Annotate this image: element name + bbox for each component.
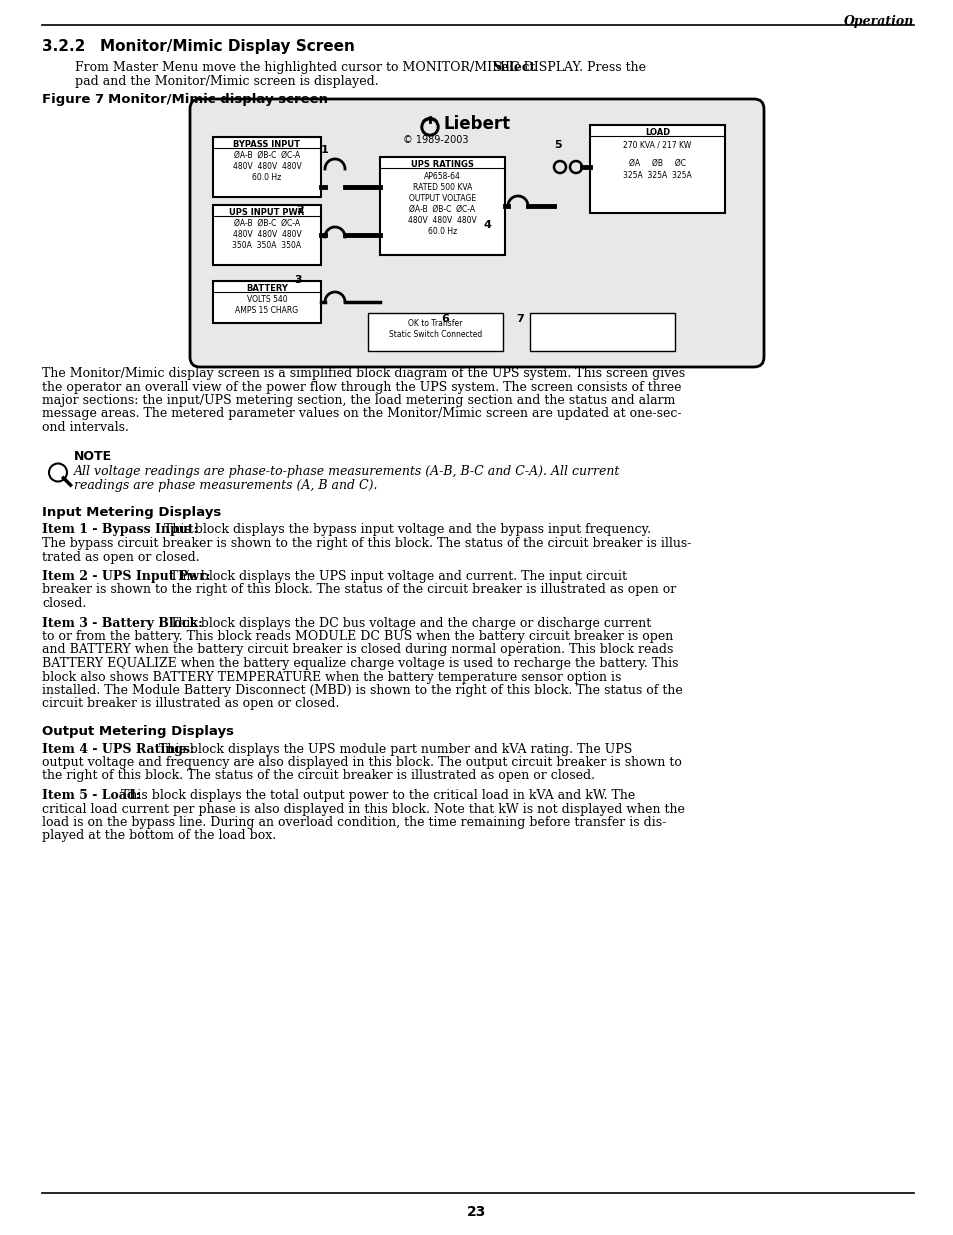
Text: 2: 2 xyxy=(295,205,304,215)
Text: message areas. The metered parameter values on the Monitor/Mimic screen are upda: message areas. The metered parameter val… xyxy=(42,408,680,420)
Text: Item 5 - Load:: Item 5 - Load: xyxy=(42,789,140,802)
Text: NOTE: NOTE xyxy=(74,451,112,463)
Text: pad and the Monitor/Mimic screen is displayed.: pad and the Monitor/Mimic screen is disp… xyxy=(75,74,378,88)
Text: Output Metering Displays: Output Metering Displays xyxy=(42,725,233,739)
Text: 3.2.2: 3.2.2 xyxy=(42,40,85,54)
Text: 480V  480V  480V: 480V 480V 480V xyxy=(233,162,301,170)
Text: 5: 5 xyxy=(554,140,561,149)
Text: breaker is shown to the right of this block. The status of the circuit breaker i: breaker is shown to the right of this bl… xyxy=(42,583,676,597)
Text: Select: Select xyxy=(492,61,535,74)
Text: output voltage and frequency are also displayed in this block. The output circui: output voltage and frequency are also di… xyxy=(42,756,681,769)
Text: the right of this block. The status of the circuit breaker is illustrated as ope: the right of this block. The status of t… xyxy=(42,769,595,783)
Text: All voltage readings are phase-to-phase measurements (A-B, B-C and C-A). All cur: All voltage readings are phase-to-phase … xyxy=(74,466,619,478)
Text: to or from the battery. This block reads MODULE DC BUS when the battery circuit : to or from the battery. This block reads… xyxy=(42,630,673,643)
Text: This block displays the total output power to the critical load in kVA and kW. T: This block displays the total output pow… xyxy=(117,789,635,802)
Text: 60.0 Hz: 60.0 Hz xyxy=(253,173,281,182)
Circle shape xyxy=(423,121,436,133)
Text: 480V  480V  480V: 480V 480V 480V xyxy=(233,230,301,240)
Text: © 1989-2003: © 1989-2003 xyxy=(403,135,468,144)
Text: 3: 3 xyxy=(294,275,301,285)
Text: Item 3 - Battery Block:: Item 3 - Battery Block: xyxy=(42,616,203,630)
Text: UPS RATINGS: UPS RATINGS xyxy=(411,161,474,169)
Text: OK to Transfer: OK to Transfer xyxy=(408,319,462,329)
Text: Liebert: Liebert xyxy=(443,115,511,133)
Text: Input Metering Displays: Input Metering Displays xyxy=(42,506,221,519)
Circle shape xyxy=(420,119,438,136)
Text: played at the bottom of the load box.: played at the bottom of the load box. xyxy=(42,830,275,842)
Text: This block displays the UPS input voltage and current. The input circuit: This block displays the UPS input voltag… xyxy=(166,571,626,583)
Text: ØA-B  ØB-C  ØC-A: ØA-B ØB-C ØC-A xyxy=(409,205,475,214)
Text: 350A  350A  350A: 350A 350A 350A xyxy=(233,241,301,249)
Bar xyxy=(368,312,502,351)
Text: From Master Menu move the highlighted cursor to MONITOR/MIMIC DISPLAY. Press the: From Master Menu move the highlighted cu… xyxy=(75,61,649,74)
Text: This block displays the bypass input voltage and the bypass input frequency.: This block displays the bypass input vol… xyxy=(160,524,651,536)
Text: BATTERY: BATTERY xyxy=(246,284,288,293)
Text: 1: 1 xyxy=(321,144,329,156)
Bar xyxy=(213,137,320,198)
Text: UPS INPUT PWR: UPS INPUT PWR xyxy=(229,207,304,217)
Text: Item 2 - UPS Input Pwr:: Item 2 - UPS Input Pwr: xyxy=(42,571,211,583)
Text: VOLTS 540: VOLTS 540 xyxy=(247,295,287,304)
Bar xyxy=(213,205,320,266)
Text: closed.: closed. xyxy=(42,597,86,610)
Text: 4: 4 xyxy=(482,220,491,230)
Text: circuit breaker is illustrated as open or closed.: circuit breaker is illustrated as open o… xyxy=(42,698,339,710)
Text: 270 KVA / 217 KW: 270 KVA / 217 KW xyxy=(622,141,691,149)
Text: ØA     ØB     ØC: ØA ØB ØC xyxy=(628,159,685,168)
Bar xyxy=(589,125,724,212)
Text: Monitor/Mimic display screen: Monitor/Mimic display screen xyxy=(108,93,328,106)
Text: The Monitor/Mimic display screen is a simplified block diagram of the UPS system: The Monitor/Mimic display screen is a si… xyxy=(42,367,684,380)
Text: BYPASS INPUT: BYPASS INPUT xyxy=(233,140,300,149)
Bar xyxy=(379,157,504,254)
Text: major sections: the input/UPS metering section, the load metering section and th: major sections: the input/UPS metering s… xyxy=(42,394,675,408)
Text: 480V  480V  480V: 480V 480V 480V xyxy=(408,216,476,225)
Text: Operation: Operation xyxy=(842,15,913,28)
Text: Item 4 - UPS Ratings:: Item 4 - UPS Ratings: xyxy=(42,742,194,756)
Text: block also shows BATTERY TEMPERATURE when the battery temperature sensor option : block also shows BATTERY TEMPERATURE whe… xyxy=(42,671,620,683)
Text: and BATTERY when the battery circuit breaker is closed during normal operation. : and BATTERY when the battery circuit bre… xyxy=(42,643,673,657)
Text: ond intervals.: ond intervals. xyxy=(42,421,129,433)
Text: LOAD: LOAD xyxy=(644,128,669,137)
Bar xyxy=(213,282,320,324)
Text: 325A  325A  325A: 325A 325A 325A xyxy=(622,170,691,180)
Text: critical load current per phase is also displayed in this block. Note that kW is: critical load current per phase is also … xyxy=(42,803,684,815)
Text: BATTERY EQUALIZE when the battery equalize charge voltage is used to recharge th: BATTERY EQUALIZE when the battery equali… xyxy=(42,657,678,671)
Text: ØA-B  ØB-C  ØC-A: ØA-B ØB-C ØC-A xyxy=(233,219,300,228)
Text: Static Switch Connected: Static Switch Connected xyxy=(389,330,481,338)
FancyBboxPatch shape xyxy=(190,99,763,367)
Text: This block displays the DC bus voltage and the charge or discharge current: This block displays the DC bus voltage a… xyxy=(166,616,650,630)
Text: RATED 500 KVA: RATED 500 KVA xyxy=(413,183,472,191)
Text: Item 1 - Bypass Input:: Item 1 - Bypass Input: xyxy=(42,524,198,536)
Text: AMPS 15 CHARG: AMPS 15 CHARG xyxy=(235,306,298,315)
Text: AP658-64: AP658-64 xyxy=(424,172,460,182)
Text: 6: 6 xyxy=(440,314,449,324)
Text: readings are phase measurements (A, B and C).: readings are phase measurements (A, B an… xyxy=(74,478,377,492)
Text: 23: 23 xyxy=(467,1205,486,1219)
Text: installed. The Module Battery Disconnect (MBD) is shown to the right of this blo: installed. The Module Battery Disconnect… xyxy=(42,684,682,697)
Text: Figure 7: Figure 7 xyxy=(42,93,104,106)
Text: Monitor/Mimic Display Screen: Monitor/Mimic Display Screen xyxy=(100,40,355,54)
Text: This block displays the UPS module part number and kVA rating. The UPS: This block displays the UPS module part … xyxy=(154,742,632,756)
Text: 7: 7 xyxy=(516,314,523,324)
Bar xyxy=(530,312,675,351)
Text: the operator an overall view of the power flow through the UPS system. The scree: the operator an overall view of the powe… xyxy=(42,380,680,394)
Text: 60.0 Hz: 60.0 Hz xyxy=(428,227,456,236)
Text: load is on the bypass line. During an overload condition, the time remaining bef: load is on the bypass line. During an ov… xyxy=(42,816,665,829)
Text: trated as open or closed.: trated as open or closed. xyxy=(42,551,199,563)
Text: OUTPUT VOLTAGE: OUTPUT VOLTAGE xyxy=(409,194,476,203)
Text: ØA-B  ØB-C  ØC-A: ØA-B ØB-C ØC-A xyxy=(233,151,300,161)
Text: The bypass circuit breaker is shown to the right of this block. The status of th: The bypass circuit breaker is shown to t… xyxy=(42,537,691,550)
